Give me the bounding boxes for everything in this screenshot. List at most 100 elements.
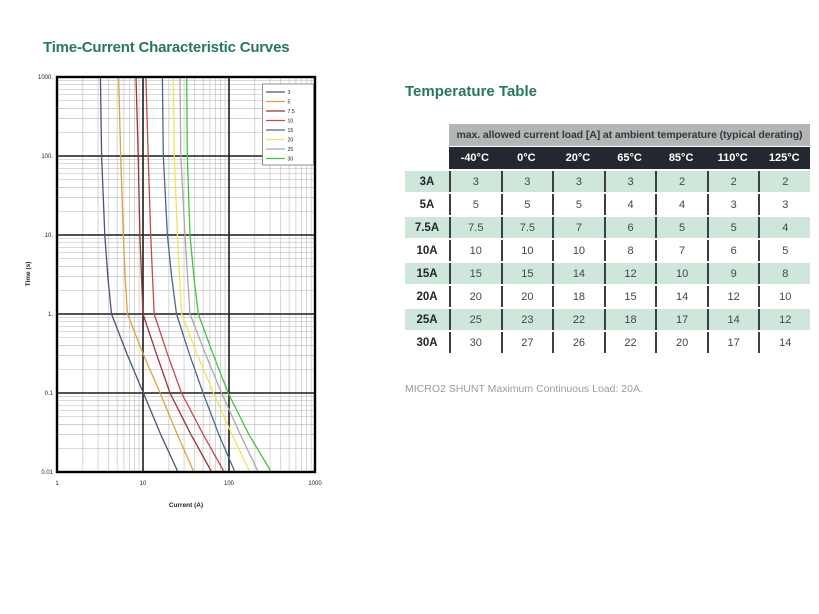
curve-15a (161, 76, 236, 473)
table-cell: 6 (603, 217, 656, 238)
table-cell: 12 (603, 263, 656, 284)
grid-minor (57, 77, 315, 472)
table-cell: 3 (603, 171, 656, 192)
y-tick-label: 0.01 (41, 470, 53, 476)
plot-border (55, 75, 317, 474)
temperature-table: max. allowed current load [A] at ambient… (405, 124, 811, 353)
table-cell: 5 (449, 194, 501, 215)
table-cell: 14 (552, 263, 604, 284)
y-tick-label: 1000. (38, 75, 53, 81)
table-cell: 18 (603, 309, 656, 330)
table-cell: 3 (449, 171, 501, 192)
table-cell: 14 (758, 332, 811, 353)
table-cell: 2 (655, 171, 707, 192)
curve-30a (186, 76, 272, 473)
temp-column-header: 20°C (552, 147, 604, 169)
table-cell: 15 (603, 286, 656, 307)
temp-column-header: 125°C (758, 147, 811, 169)
temp-column-header: 85°C (655, 147, 707, 169)
table-cell: 26 (552, 332, 604, 353)
axis-tick-labels: 1000. 100. 10. 1. 0.1 0.011 10 100 1000 (38, 75, 322, 487)
row-label: 7.5A (405, 217, 449, 238)
row-label: 30A (405, 332, 449, 353)
table-row: 5A 5 5 5 4 4 3 3 (405, 194, 811, 215)
table-cell: 18 (552, 286, 604, 307)
table-cell: 20 (449, 286, 501, 307)
table-cell: 8 (603, 240, 656, 261)
table-cell: 10 (655, 263, 707, 284)
header-spacer (405, 124, 449, 146)
table-body: 3A 3 3 3 3 2 2 2 5A 5 5 5 4 4 3 3 7.5A 7.5 7.5 7 6 5 5 4 10A 10 10… (405, 171, 811, 353)
legend-label-25: 25 (288, 147, 294, 153)
table-footnote: MICRO2 SHUNT Maximum Continuous Load: 20… (405, 383, 643, 395)
table-row: 10A 10 10 10 8 7 6 5 (405, 240, 811, 261)
curve-20a (172, 76, 251, 473)
row-label: 3A (405, 171, 449, 192)
table-row: 30A 30 27 26 22 20 17 14 (405, 332, 811, 353)
table-cell: 3 (758, 194, 811, 215)
temp-column-header: 110°C (706, 147, 759, 169)
table-cell: 10 (758, 286, 811, 307)
table-cell: 27 (500, 332, 553, 353)
table-cell: 10 (552, 240, 604, 261)
table-cell: 4 (758, 217, 811, 238)
table-cell: 15 (500, 263, 553, 284)
temperature-table-title: Temperature Table (405, 83, 537, 100)
table-cell: 17 (706, 332, 759, 353)
table-cell: 5 (706, 217, 759, 238)
legend-label-15: 15 (288, 128, 294, 134)
table-row: 15A 15 15 14 12 10 9 8 (405, 263, 811, 284)
row-label: 25A (405, 309, 449, 330)
curve-3a (99, 76, 179, 473)
table-cell: 20 (500, 286, 553, 307)
table-cell: 2 (758, 171, 811, 192)
legend-label-20: 20 (288, 138, 294, 144)
x-tick-label: 100 (224, 481, 235, 487)
legend-label-7.5: 7.5 (288, 109, 295, 115)
x-tick-label: 1 (55, 481, 59, 487)
temp-column-header: 0°C (500, 147, 553, 169)
legend-label-5: 5 (288, 100, 291, 106)
row-label: 20A (405, 286, 449, 307)
y-tick-label: 0.1 (45, 391, 54, 397)
table-header-banner-row: max. allowed current load [A] at ambient… (405, 124, 810, 146)
table-cell: 3 (552, 171, 604, 192)
x-tick-label: 1000 (308, 481, 322, 487)
table-cell: 20 (655, 332, 707, 353)
table-cell: 4 (603, 194, 656, 215)
y-tick-label: 1. (48, 312, 53, 318)
curve-5a (117, 76, 195, 473)
row-label: 10A (405, 240, 449, 261)
table-cell: 15 (449, 263, 501, 284)
table-header-banner: max. allowed current load [A] at ambient… (449, 124, 810, 146)
table-cell: 10 (449, 240, 501, 261)
table-row: 7.5A 7.5 7.5 7 6 5 5 4 (405, 217, 811, 238)
table-cell: 6 (706, 240, 759, 261)
table-cell: 3 (706, 194, 759, 215)
legend-label-10: 10 (288, 119, 294, 125)
table-cell: 4 (655, 194, 707, 215)
temp-column-header: -40°C (449, 147, 501, 169)
curve-10a (145, 76, 225, 473)
table-cell: 30 (449, 332, 501, 353)
table-cell: 2 (706, 171, 759, 192)
table-cell: 14 (706, 309, 759, 330)
table-cell: 17 (655, 309, 707, 330)
fuse-curves (99, 76, 272, 473)
table-cell: 12 (758, 309, 811, 330)
temperature-column-header-row: -40°C 0°C 20°C 65°C 85°C 110°C 125°C (405, 147, 811, 169)
table-cell: 5 (758, 240, 811, 261)
table-row: 25A 25 23 22 18 17 14 12 (405, 309, 811, 330)
row-label: 5A (405, 194, 449, 215)
table-cell: 5 (500, 194, 553, 215)
table-cell: 25 (449, 309, 501, 330)
table-cell: 3 (500, 171, 553, 192)
chart-legend: 3 5 7.5 10 15 20 25 30 (262, 83, 314, 166)
table-row: 3A 3 3 3 3 2 2 2 (405, 171, 811, 192)
table-cell: 22 (552, 309, 604, 330)
table-cell: 7 (552, 217, 604, 238)
y-tick-label: 100. (41, 154, 53, 160)
x-tick-label: 10 (140, 481, 147, 487)
